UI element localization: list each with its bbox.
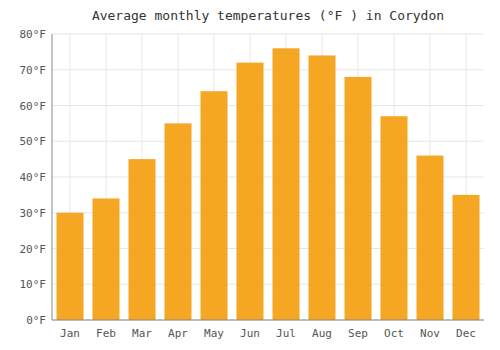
grid	[52, 34, 484, 320]
chart: Average monthly temperatures (°F ) in Co…	[0, 0, 500, 350]
x-tick-label: Jul	[276, 327, 296, 340]
bar	[237, 63, 264, 320]
x-axis-line	[52, 320, 484, 321]
bar	[417, 156, 444, 320]
bar	[93, 198, 120, 320]
y-tick-label: 80°F	[20, 28, 47, 41]
y-tick-label: 70°F	[20, 64, 47, 77]
y-tick-label: 40°F	[20, 171, 47, 184]
bar	[309, 55, 336, 320]
y-tick-label: 30°F	[20, 207, 47, 220]
y-tick-label: 60°F	[20, 100, 47, 113]
y-grid-line	[52, 320, 484, 321]
y-tick-label: 20°F	[20, 243, 47, 256]
x-tick-label: Apr	[168, 327, 188, 340]
bar	[201, 91, 228, 320]
x-tick-label: May	[204, 327, 224, 340]
x-tick-label: Aug	[312, 327, 332, 340]
y-grid-line	[52, 69, 484, 70]
y-grid-line	[52, 141, 484, 142]
title: Average monthly temperatures (°F ) in Co…	[92, 8, 444, 23]
x-tick-label: Jan	[60, 327, 80, 340]
x-axis: Jan Feb Mar Apr May Jun Jul Aug Sep Oct Nov Dec	[60, 327, 476, 340]
x-tick-label: Dec	[456, 327, 476, 340]
x-tick-label: Sep	[348, 327, 368, 340]
y-grid-line	[52, 105, 484, 106]
bars	[57, 48, 480, 320]
x-tick-label: Feb	[96, 327, 116, 340]
bar	[129, 159, 156, 320]
bar	[453, 195, 480, 320]
x-tick-label: Jun	[240, 327, 260, 340]
bar	[57, 213, 84, 320]
y-tick-label: 10°F	[20, 278, 47, 291]
bar	[381, 116, 408, 320]
bar	[345, 77, 372, 320]
y-tick-label: 50°F	[20, 135, 47, 148]
x-tick-label: Mar	[132, 327, 152, 340]
chart-container: Average monthly temperatures (°F ) in Co…	[0, 0, 500, 350]
y-axis-line	[52, 34, 53, 320]
bar	[165, 123, 192, 320]
bar	[273, 48, 300, 320]
y-tick-label: 0°F	[26, 314, 46, 327]
x-tick-label: Nov	[420, 327, 440, 340]
x-tick-label: Oct	[384, 327, 404, 340]
y-grid-line	[52, 34, 484, 35]
y-axis: 0°F 10°F 20°F 30°F 40°F 50°F 60°F 70°F 80°F	[20, 28, 47, 327]
